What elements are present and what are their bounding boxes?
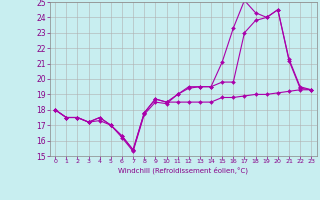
X-axis label: Windchill (Refroidissement éolien,°C): Windchill (Refroidissement éolien,°C) xyxy=(118,167,248,174)
